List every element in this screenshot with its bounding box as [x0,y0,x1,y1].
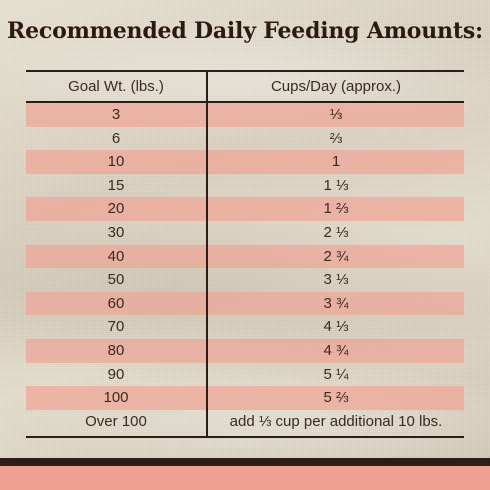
header-cups-per-day: Cups/Day (approx.) [270,78,402,95]
goal-weight-cell: 60 [107,294,125,312]
goal-weight-cell: 90 [107,365,125,383]
table-row: 50 3 ⅓ [26,268,464,292]
goal-weight-cell: 6 [111,129,121,147]
cups-per-day-cell: 2 ⅓ [323,223,349,241]
header-rule [26,101,464,103]
goal-weight-cell: 30 [107,223,125,241]
cups-per-day-cell: 1 ⅔ [323,200,349,218]
cups-per-day-cell: 1 [331,153,341,171]
goal-weight-cell: 80 [107,341,125,359]
table-row: 60 3 ¾ [26,291,464,316]
cups-per-day-cell: 4 ⅓ [323,318,349,336]
goal-weight-cell: 3 [111,106,121,123]
cups-per-day-cell: 4 ¾ [323,341,349,359]
table-row: 70 4 ⅓ [26,315,464,339]
table-row: 20 1 ⅔ [26,197,464,221]
table-top-rule [26,70,464,72]
goal-weight-cell: 15 [107,176,125,194]
table-row: 30 2 ⅓ [26,221,464,245]
table-bottom-rule [26,436,464,438]
goal-weight-cell: 100 [103,389,129,407]
cups-per-day-cell: 5 ⅔ [323,389,349,407]
table-row: 10 1 [26,150,464,174]
cups-per-day-cell: add ⅓ cup per additional 10 lbs. [229,412,443,430]
footer-band-coral [0,466,490,490]
table-row: 100 5 ⅔ [26,386,464,410]
goal-weight-cell: Over 100 [85,412,147,430]
page-title: Recommended Daily Feeding Amounts: [7,18,483,44]
table-row: Over 100 add ⅓ cup per additional 10 lbs. [26,410,464,434]
feeding-table-body: 3 ⅓ 6 ⅔ 10 1 15 1 ⅓ 20 1 ⅔ 30 2 ⅓ 40 2 ¾ 50 3 ⅓ 60 3 ¾ 70 4… [26,103,464,433]
goal-weight-cell: 40 [107,247,125,265]
cups-per-day-cell: 3 ⅓ [323,271,349,289]
cups-per-day-cell: ⅔ [329,129,343,147]
cups-per-day-cell: 5 ¼ [323,365,349,383]
goal-weight-cell: 70 [107,318,125,336]
cups-per-day-cell: 1 ⅓ [323,176,349,194]
cups-per-day-cell: ⅓ [329,106,343,123]
table-row: 90 5 ¼ [26,363,464,387]
cups-per-day-cell: 3 ¾ [323,294,349,312]
goal-weight-cell: 20 [107,200,125,218]
table-row: 80 4 ¾ [26,338,464,363]
goal-weight-cell: 10 [107,153,125,171]
cups-per-day-cell: 2 ¾ [323,247,349,265]
header-goal-weight: Goal Wt. (lbs.) [68,78,164,95]
goal-weight-cell: 50 [107,271,125,289]
footer-band-dark [0,458,490,466]
column-divider [206,70,208,438]
table-row: 15 1 ⅓ [26,174,464,198]
table-row: 40 2 ¾ [26,244,464,269]
